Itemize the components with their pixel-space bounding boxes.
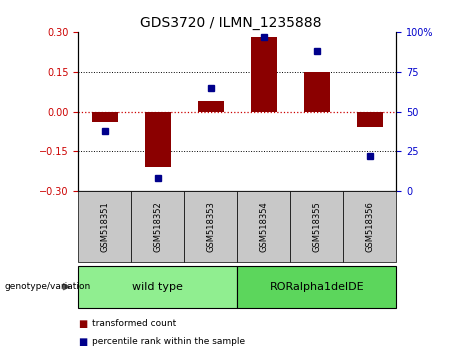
Bar: [145, 112, 171, 167]
Text: wild type: wild type: [132, 282, 183, 292]
Bar: [251, 37, 277, 112]
Text: GSM518352: GSM518352: [154, 201, 162, 252]
Text: RORalpha1delDE: RORalpha1delDE: [270, 282, 364, 292]
Text: transformed count: transformed count: [92, 319, 177, 329]
Bar: [198, 101, 224, 112]
Text: ■: ■: [78, 337, 88, 347]
Bar: [92, 112, 118, 122]
Text: GSM518355: GSM518355: [313, 201, 321, 252]
Text: GSM518354: GSM518354: [260, 201, 268, 252]
Bar: [304, 72, 330, 112]
Text: GSM518353: GSM518353: [207, 201, 215, 252]
Text: genotype/variation: genotype/variation: [5, 282, 91, 291]
Bar: [357, 112, 383, 127]
Text: ■: ■: [78, 319, 88, 329]
Text: GSM518351: GSM518351: [100, 201, 109, 252]
Text: percentile rank within the sample: percentile rank within the sample: [92, 337, 245, 346]
Text: GDS3720 / ILMN_1235888: GDS3720 / ILMN_1235888: [140, 16, 321, 30]
Text: GSM518356: GSM518356: [366, 201, 374, 252]
